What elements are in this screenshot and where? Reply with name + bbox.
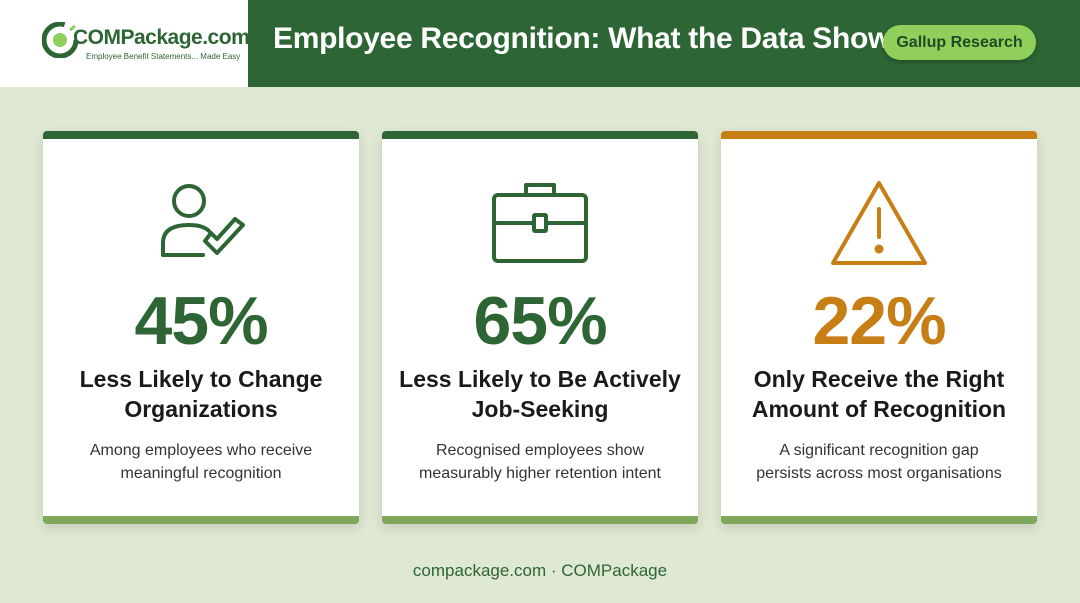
stat-heading: Only Receive the Right Amount of Recogni… [751, 366, 1007, 422]
logo-text: COMPackage.com® [73, 26, 255, 49]
logo[interactable]: COMPackage.com® Employee Benefit Stateme… [0, 0, 255, 87]
logo-tagline: Employee Benefit Statements... Made Easy [86, 52, 241, 61]
source-badge: Gallup Research [883, 25, 1036, 60]
stat-heading: Less Likely to Change Organizations [79, 366, 323, 422]
stat-card-recognition-gap: 22% Only Receive the Right Amount of Rec… [721, 131, 1037, 524]
briefcase-icon [492, 183, 588, 263]
user-check-icon [161, 184, 245, 257]
stat-value: 22% [812, 283, 946, 359]
logo-mark-icon [42, 22, 78, 58]
header-bar: COMPackage.com® Employee Benefit Stateme… [0, 0, 1080, 87]
stat-description: Recognised employees show measurably hig… [419, 442, 661, 482]
stat-card-job-seeking: 65% Less Likely to Be Actively Job-Seeki… [382, 131, 698, 524]
stat-card-retention: 45% Less Likely to Change Organizations … [43, 131, 359, 524]
footer-credit: compackage.com · COMPackage [412, 561, 668, 580]
stat-heading: Less Likely to Be Actively Job-Seeking [399, 366, 681, 422]
stat-description: Among employees who receive meaningful r… [89, 442, 313, 482]
stat-value: 65% [473, 283, 607, 359]
page-title: Employee Recognition: What the Data Show… [273, 22, 908, 55]
stat-value: 45% [134, 283, 268, 359]
warning-icon [831, 181, 927, 265]
stat-description: A significant recognition gap persists a… [756, 442, 1002, 482]
